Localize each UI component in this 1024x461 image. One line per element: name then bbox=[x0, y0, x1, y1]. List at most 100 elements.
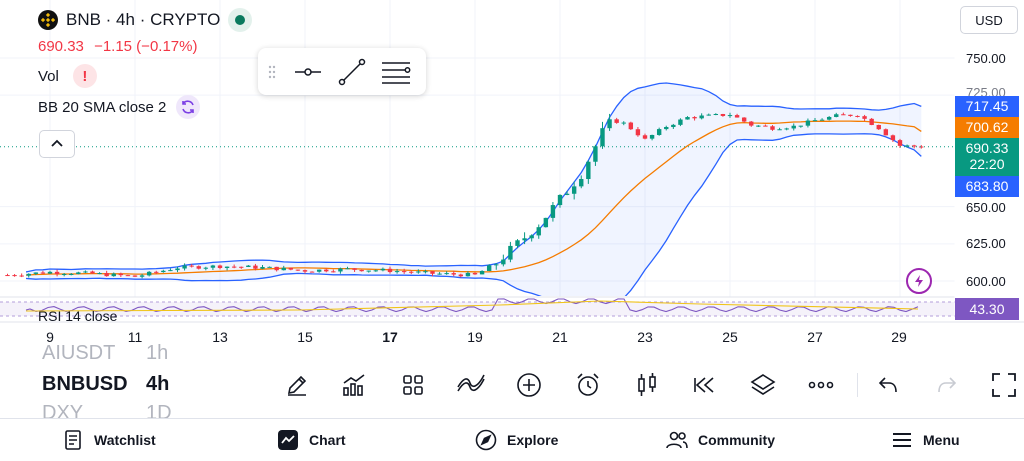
candle-body bbox=[543, 217, 549, 228]
nav-watchlist[interactable]: Watchlist bbox=[62, 429, 156, 451]
nav-chart[interactable]: Chart bbox=[277, 429, 346, 451]
symbol-header[interactable]: BNB · 4h · CRYPTO bbox=[38, 8, 253, 32]
undo-icon[interactable] bbox=[870, 365, 906, 405]
symbol-name: DXY bbox=[42, 402, 84, 418]
time-tick: 29 bbox=[891, 329, 907, 345]
candle-body bbox=[919, 146, 924, 148]
symbol-option[interactable]: AIUSDT 1h bbox=[42, 344, 272, 365]
candle-body bbox=[550, 205, 556, 218]
candle-body bbox=[770, 126, 775, 130]
candle-body bbox=[182, 265, 187, 269]
symbol-title[interactable]: BNB · 4h · CRYPTO bbox=[66, 10, 221, 29]
candle-body bbox=[571, 186, 577, 194]
candle-body bbox=[458, 274, 464, 277]
pencil-icon[interactable] bbox=[279, 365, 315, 405]
bb-lower-line bbox=[26, 133, 922, 296]
candle-body bbox=[118, 273, 124, 276]
candles-icon[interactable] bbox=[629, 365, 665, 405]
symbol-interval: 4h bbox=[146, 373, 170, 395]
price-tick: 650.00 bbox=[966, 200, 1006, 215]
candle-body bbox=[834, 114, 839, 117]
volume-indicator-legend[interactable]: Vol ! bbox=[38, 64, 97, 88]
more-icon[interactable] bbox=[803, 365, 839, 405]
replay-icon[interactable] bbox=[687, 365, 723, 405]
currency-selector[interactable]: USD bbox=[960, 6, 1018, 34]
candle-body bbox=[69, 274, 74, 276]
rsi-ma-line bbox=[25, 300, 919, 312]
warning-icon[interactable]: ! bbox=[72, 64, 97, 88]
candle-body bbox=[309, 271, 315, 273]
collapse-legend-button[interactable] bbox=[39, 130, 75, 158]
market-status-icon[interactable] bbox=[228, 8, 253, 32]
candle-body bbox=[791, 125, 796, 129]
chevron-up-icon bbox=[51, 139, 63, 147]
nav-menu-label: Menu bbox=[923, 432, 960, 448]
candle-body bbox=[352, 268, 357, 270]
lightning-icon[interactable] bbox=[906, 268, 932, 294]
layers-icon[interactable] bbox=[745, 365, 781, 405]
drag-handle-icon[interactable] bbox=[258, 65, 286, 79]
bar-countdown: 22:20 bbox=[969, 156, 1005, 172]
candle-body bbox=[231, 266, 237, 268]
candle-body bbox=[876, 124, 881, 130]
rsi-legend[interactable]: RSI 14 close bbox=[38, 308, 117, 324]
candle-body bbox=[649, 134, 655, 139]
symbol-option-active[interactable]: BNBUSD 4h bbox=[42, 373, 272, 396]
fib-tool-icon[interactable] bbox=[374, 52, 418, 92]
candle-body bbox=[90, 271, 95, 274]
candle-body bbox=[260, 267, 265, 269]
horizontal-line-tool-icon[interactable] bbox=[286, 52, 330, 92]
plus-circle-icon[interactable] bbox=[511, 365, 547, 405]
candle-body bbox=[210, 265, 216, 268]
symbol-name: AIUSDT bbox=[42, 344, 116, 364]
nav-community[interactable]: Community bbox=[666, 429, 775, 451]
time-tick: 27 bbox=[807, 329, 823, 345]
trend-icon[interactable] bbox=[453, 365, 489, 405]
candle-body bbox=[331, 271, 336, 273]
candle-body bbox=[224, 266, 230, 269]
symbol-name: BNBUSD bbox=[42, 373, 128, 395]
candle-body bbox=[380, 268, 386, 271]
time-tick: 19 bbox=[467, 329, 483, 345]
alarm-icon[interactable] bbox=[570, 365, 606, 405]
bollinger-legend[interactable]: BB 20 SMA close 2 bbox=[38, 95, 201, 119]
time-tick: 23 bbox=[637, 329, 653, 345]
candle-body bbox=[798, 125, 804, 127]
rsi-line bbox=[25, 298, 919, 313]
nav-explore[interactable]: Explore bbox=[475, 429, 558, 451]
fullscreen-icon[interactable] bbox=[986, 365, 1022, 405]
candle-body bbox=[826, 116, 832, 120]
candle-body bbox=[274, 266, 279, 271]
price-change-row: 690.33 −1.15 (−0.17%) bbox=[38, 38, 197, 55]
bb-band-fill bbox=[26, 83, 922, 296]
candle-body bbox=[692, 117, 697, 119]
candle-body bbox=[409, 271, 414, 273]
candle-body bbox=[855, 115, 860, 117]
candle-body bbox=[295, 269, 301, 271]
candle-body bbox=[316, 269, 322, 272]
time-tick: 13 bbox=[212, 329, 228, 345]
layout-grid-icon[interactable] bbox=[395, 365, 431, 405]
candle-body bbox=[720, 114, 726, 116]
redo-icon[interactable] bbox=[929, 365, 965, 405]
candle-body bbox=[444, 273, 449, 275]
candle-body bbox=[12, 275, 17, 277]
candle-body bbox=[671, 124, 676, 128]
indicators-icon[interactable] bbox=[336, 365, 372, 405]
candle-body bbox=[281, 267, 286, 271]
bb-upper-tag: 717.45 bbox=[955, 96, 1019, 117]
symbol-option[interactable]: DXY 1D bbox=[42, 402, 272, 418]
symbol-picker[interactable]: AIUSDT 1h BNBUSD 4h DXY 1D bbox=[42, 344, 272, 418]
trend-line-tool-icon[interactable] bbox=[330, 52, 374, 92]
candle-body bbox=[111, 273, 116, 277]
candle-body bbox=[862, 116, 867, 119]
candle-body bbox=[175, 268, 180, 271]
candle-body bbox=[373, 270, 379, 272]
candle-body bbox=[33, 272, 39, 274]
bollinger-label: BB 20 SMA close 2 bbox=[38, 98, 167, 116]
nav-menu[interactable]: Menu bbox=[891, 429, 960, 451]
last-price-tag: 690.33 22:20 bbox=[955, 138, 1019, 176]
time-tick: 17 bbox=[382, 329, 398, 345]
sync-icon[interactable] bbox=[176, 95, 201, 119]
